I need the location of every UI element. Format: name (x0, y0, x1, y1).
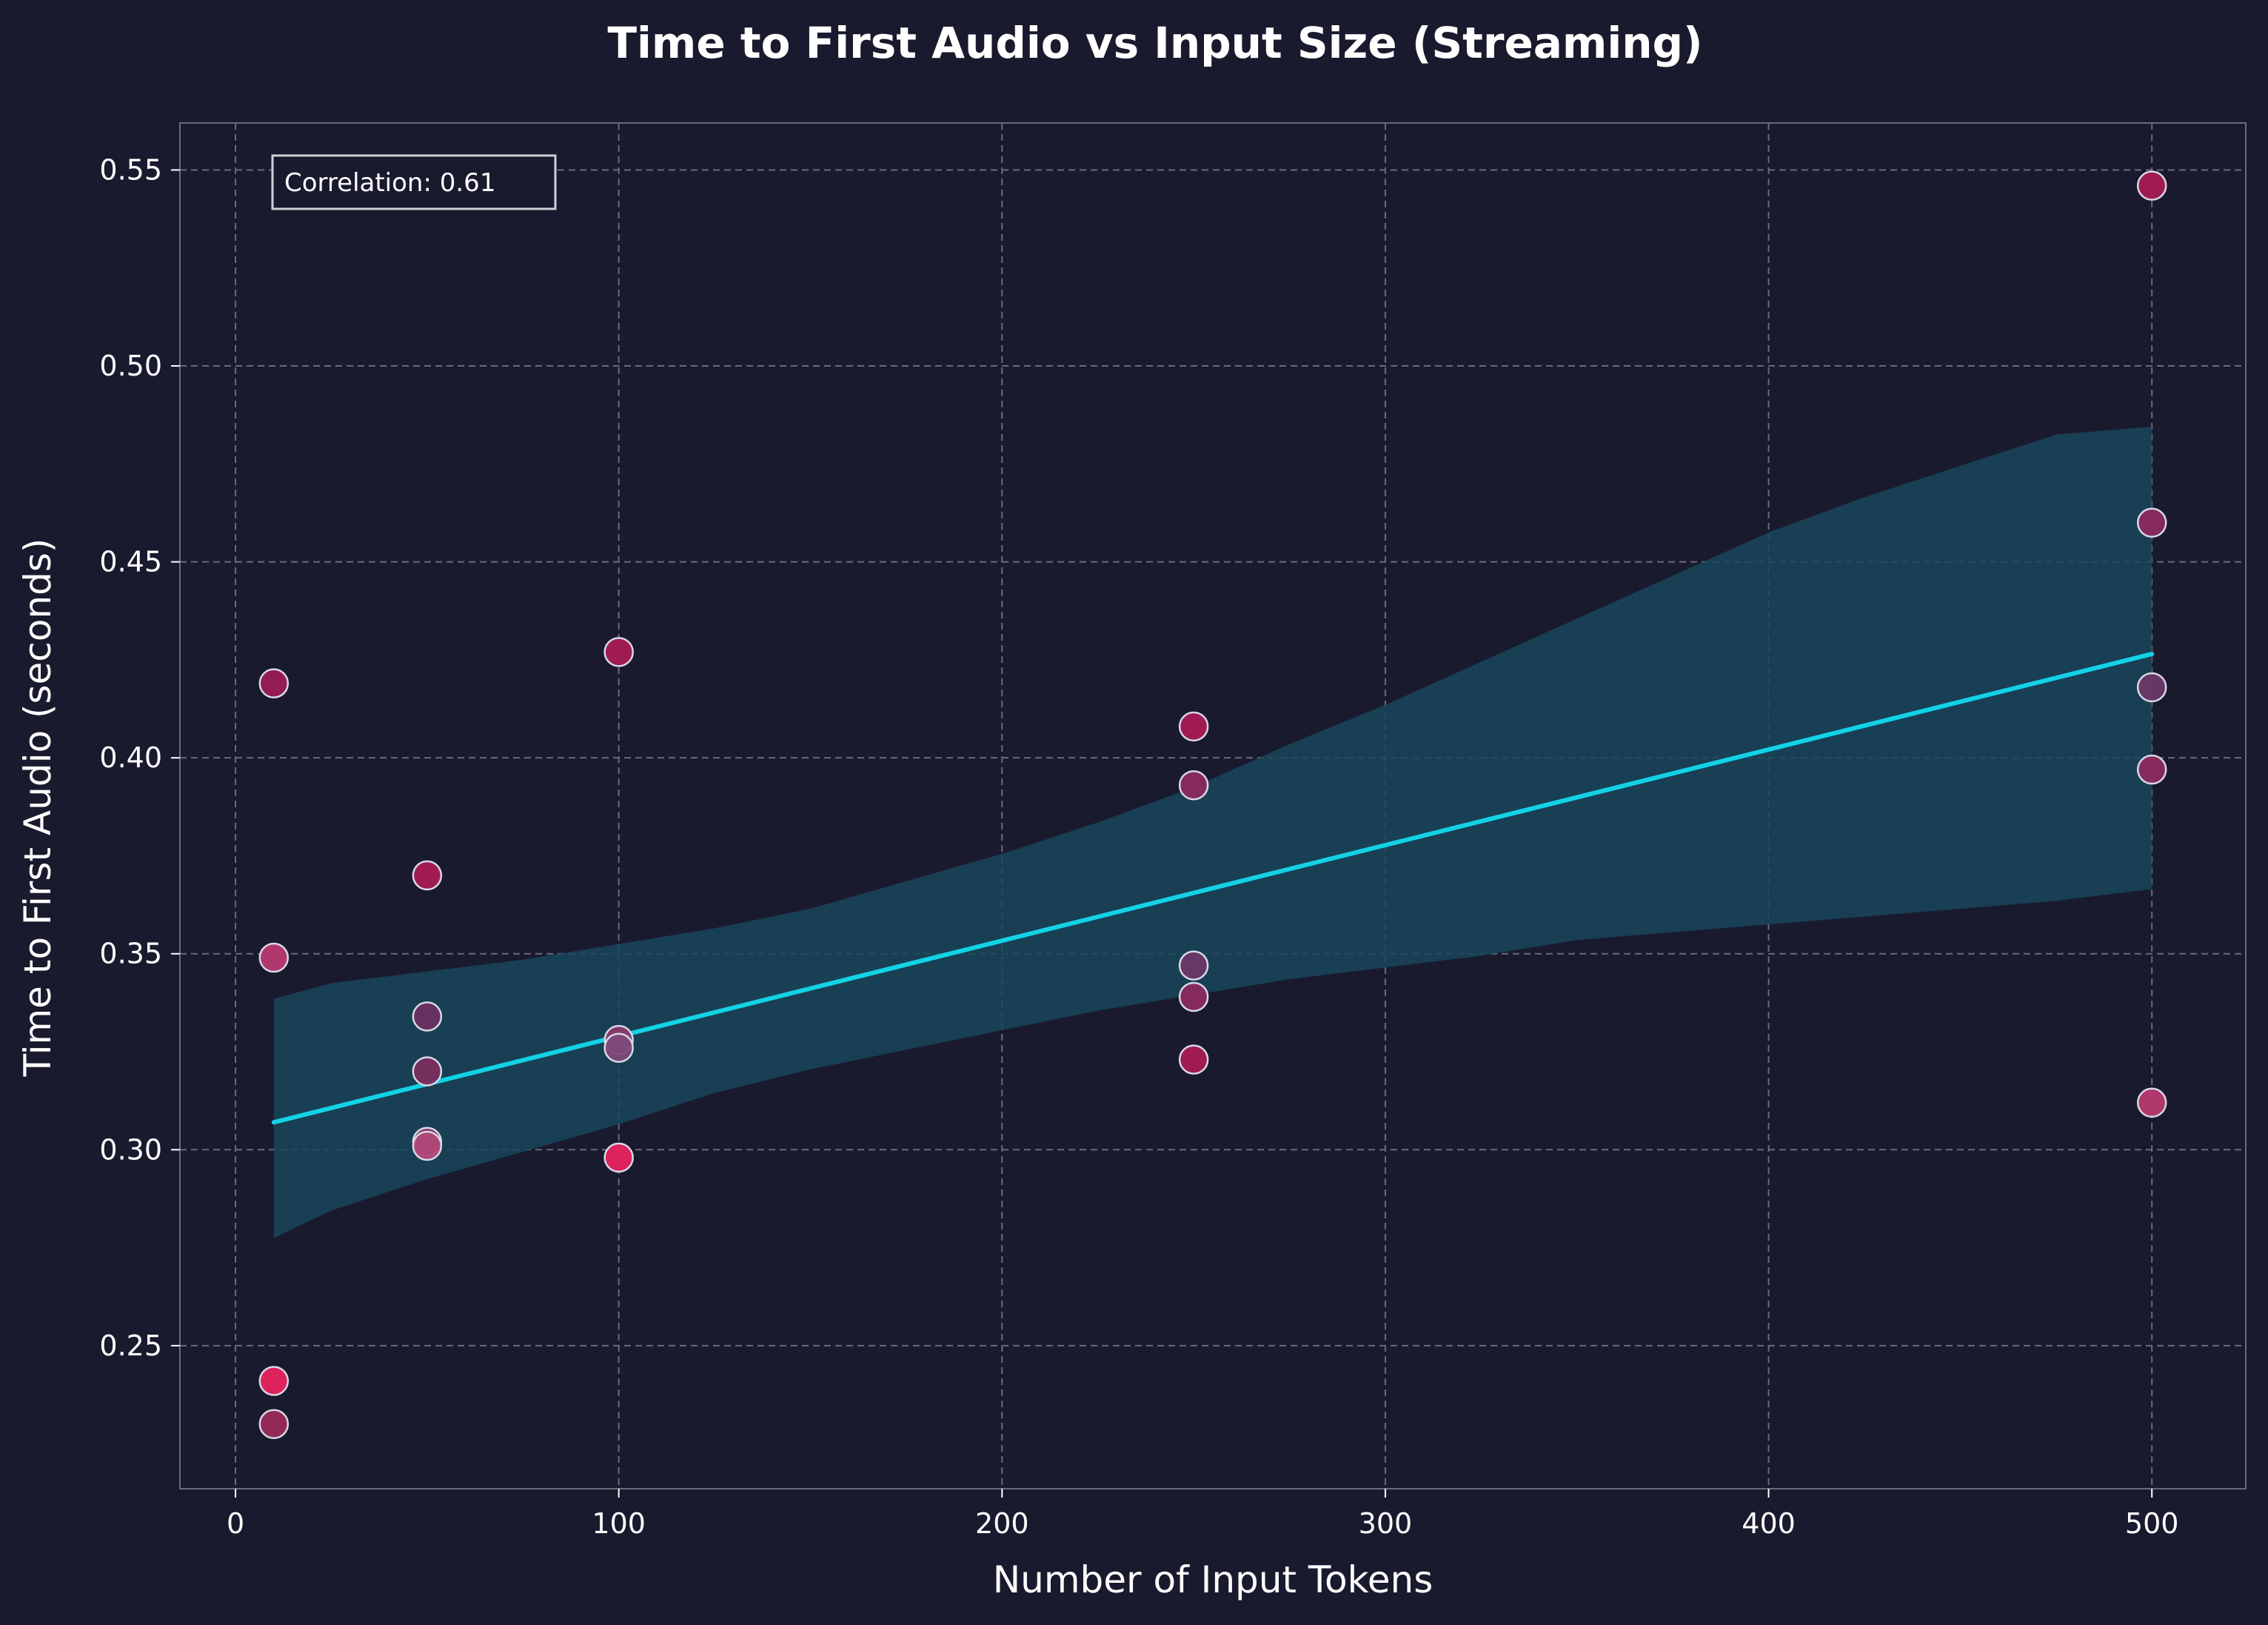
confidence-band (273, 427, 2152, 1238)
y-tick-label: 0.40 (99, 741, 162, 774)
data-point (1178, 981, 1209, 1012)
y-tick-label: 0.55 (99, 153, 162, 186)
y-tick-label: 0.45 (99, 546, 162, 578)
x-tick-label: 400 (1742, 1507, 1796, 1540)
correlation-text: Correlation: 0.61 (284, 168, 495, 198)
x-tick-label: 100 (592, 1507, 646, 1540)
scatter-points (258, 170, 2167, 1439)
data-point (2136, 1087, 2167, 1118)
y-tick-label: 0.25 (99, 1329, 162, 1362)
regression-line (271, 651, 2155, 1125)
data-point (258, 668, 290, 698)
data-point (412, 1001, 443, 1032)
plot-frame (179, 122, 2247, 1489)
data-point (1178, 950, 1209, 981)
x-tick-label: 0 (227, 1507, 244, 1540)
data-point (603, 637, 634, 667)
correlation-annotation: Correlation: 0.61 (271, 154, 557, 210)
data-point (603, 1032, 634, 1063)
correlation-box (271, 154, 557, 210)
data-point (1178, 770, 1209, 801)
data-point (1178, 1044, 1209, 1075)
data-point (412, 1056, 443, 1087)
regression-line-layer (271, 651, 2155, 1125)
y-tick-label: 0.30 (99, 1133, 162, 1166)
x-tick-label: 200 (975, 1507, 1029, 1540)
data-point (2136, 507, 2167, 538)
data-point (258, 942, 290, 973)
y-axis-label: Time to First Audio (seconds) (16, 538, 59, 1078)
x-axis-ticks: 0 100 200 300 400 500 (227, 1489, 2178, 1540)
data-point (2136, 672, 2167, 703)
data-point (258, 1366, 290, 1396)
x-tick-label: 300 (1359, 1507, 1413, 1540)
data-point (2136, 170, 2167, 201)
confidence-band-layer (273, 427, 2152, 1238)
data-point (603, 1142, 634, 1173)
data-point (412, 860, 443, 891)
data-point (2136, 754, 2167, 785)
y-tick-label: 0.50 (99, 350, 162, 382)
x-axis-label: Number of Input Tokens (993, 1558, 1434, 1601)
chart-title: Time to First Audio vs Input Size (Strea… (607, 18, 1702, 68)
data-point (258, 1409, 290, 1439)
y-axis-ticks: 0.25 0.30 0.35 0.40 0.45 0.50 0.55 (99, 153, 180, 1362)
data-point (412, 1130, 443, 1161)
y-tick-label: 0.35 (99, 938, 162, 970)
data-point (1178, 711, 1209, 742)
x-tick-label: 500 (2125, 1507, 2179, 1540)
